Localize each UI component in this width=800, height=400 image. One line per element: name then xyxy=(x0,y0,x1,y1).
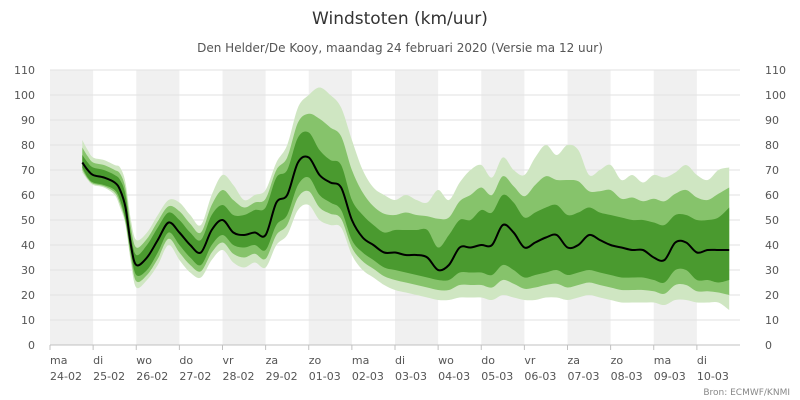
forecast-bands xyxy=(82,87,730,310)
y-axis-right-ticks: 0 10 20 30 40 50 60 70 80 90 100 110 xyxy=(765,64,786,352)
chart-title: Windstoten (km/uur) xyxy=(312,9,488,29)
x-tick-date-12: 07-03 xyxy=(568,370,600,383)
y-tick-left-0: 0 xyxy=(28,339,35,352)
x-tick-date-7: 02-03 xyxy=(352,370,384,383)
x-tick-date-11: 06-03 xyxy=(524,370,556,383)
y-tick-left-10: 10 xyxy=(21,314,35,327)
x-tick-day-15: di xyxy=(697,354,707,367)
y-tick-right-60: 60 xyxy=(765,189,779,202)
x-tick-date-8: 03-03 xyxy=(395,370,427,383)
y-tick-right-70: 70 xyxy=(765,164,779,177)
y-tick-right-30: 30 xyxy=(765,264,779,277)
y-tick-right-20: 20 xyxy=(765,289,779,302)
x-tick-date-3: 27-02 xyxy=(179,370,211,383)
y-tick-right-0: 0 xyxy=(765,339,772,352)
y-tick-left-90: 90 xyxy=(21,114,35,127)
y-tick-left-30: 30 xyxy=(21,264,35,277)
y-tick-left-50: 50 xyxy=(21,214,35,227)
median-line xyxy=(81,155,730,272)
y-tick-left-20: 20 xyxy=(21,289,35,302)
y-tick-right-110: 110 xyxy=(765,64,786,77)
chart-subtitle: Den Helder/De Kooy, maandag 24 februari … xyxy=(197,41,603,55)
y-tick-left-80: 80 xyxy=(21,139,35,152)
x-tick-day-2: wo xyxy=(136,354,152,367)
y-tick-left-70: 70 xyxy=(21,164,35,177)
x-tick-date-14: 09-03 xyxy=(654,370,686,383)
band-p25-p75 xyxy=(82,131,730,283)
x-tick-date-15: 10-03 xyxy=(697,370,729,383)
x-tick-day-0: ma xyxy=(50,354,67,367)
x-tick-day-10: do xyxy=(481,354,495,367)
y-tick-right-80: 80 xyxy=(765,139,779,152)
x-tick-day-8: di xyxy=(395,354,405,367)
x-tick-day-7: ma xyxy=(352,354,369,367)
x-tick-day-12: za xyxy=(568,354,581,367)
y-tick-left-60: 60 xyxy=(21,189,35,202)
x-tick-date-6: 01-03 xyxy=(309,370,341,383)
x-tick-date-9: 04-03 xyxy=(438,370,470,383)
x-tick-day-13: zo xyxy=(611,354,624,367)
y-axis-left-ticks: 0 10 20 30 40 50 60 70 80 90 100 110 xyxy=(14,64,35,352)
source-credit: Bron: ECMWF/KNMI xyxy=(703,388,790,398)
x-tick-date-2: 26-02 xyxy=(136,370,168,383)
x-tick-date-13: 08-03 xyxy=(611,370,643,383)
x-tick-date-1: 25-02 xyxy=(93,370,125,383)
x-tick-day-9: wo xyxy=(438,354,454,367)
x-tick-day-4: vr xyxy=(223,354,235,367)
x-tick-date-10: 05-03 xyxy=(481,370,513,383)
y-tick-right-40: 40 xyxy=(765,239,779,252)
x-tick-day-3: do xyxy=(179,354,193,367)
x-tick-date-0: 24-02 xyxy=(50,370,82,383)
x-tick-date-5: 29-02 xyxy=(266,370,298,383)
x-tick-date-4: 28-02 xyxy=(223,370,255,383)
y-tick-left-100: 100 xyxy=(14,89,35,102)
median-line-group xyxy=(81,155,730,272)
y-tick-right-90: 90 xyxy=(765,114,779,127)
x-tick-day-5: za xyxy=(266,354,279,367)
y-tick-left-110: 110 xyxy=(14,64,35,77)
x-axis-ticks: ma 24-02 di 25-02 wo 26-02 do 27-02 vr 28-02 za 29-… xyxy=(49,345,729,383)
y-tick-right-50: 50 xyxy=(765,214,779,227)
x-tick-day-1: di xyxy=(93,354,103,367)
y-tick-right-10: 10 xyxy=(765,314,779,327)
x-tick-day-6: zo xyxy=(309,354,322,367)
y-tick-right-100: 100 xyxy=(765,89,786,102)
x-tick-day-14: ma xyxy=(654,354,671,367)
day-shade-0 xyxy=(50,70,94,345)
y-tick-left-40: 40 xyxy=(21,239,35,252)
x-tick-day-11: vr xyxy=(524,354,536,367)
